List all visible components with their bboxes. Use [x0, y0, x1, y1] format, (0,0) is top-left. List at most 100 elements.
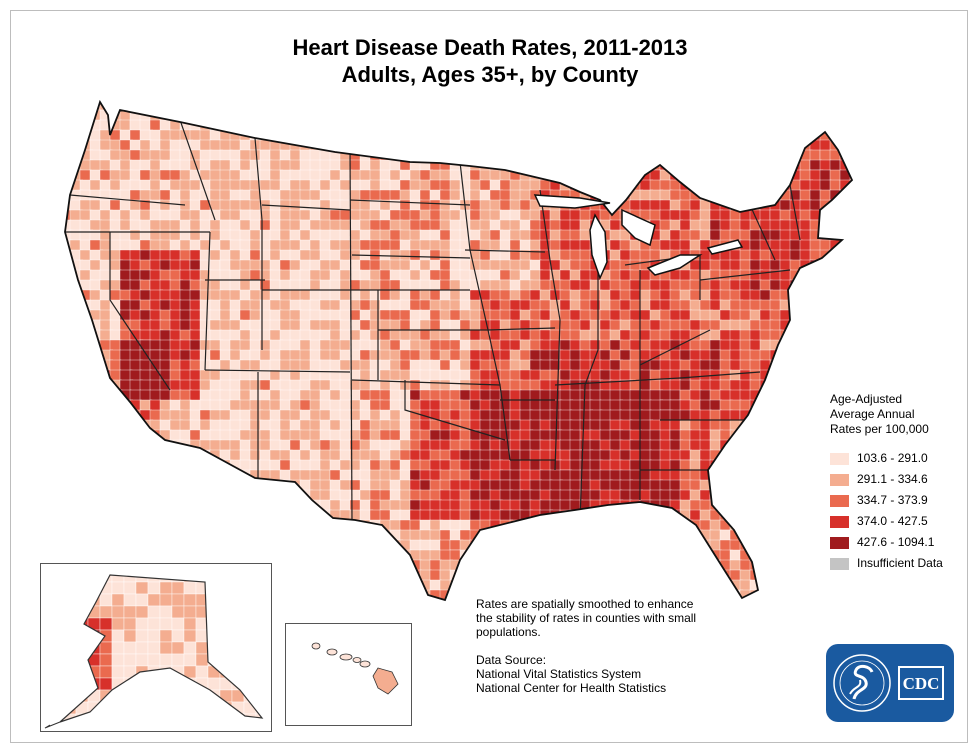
county-cell — [569, 299, 582, 312]
county-cell — [239, 479, 253, 491]
county-cell — [519, 439, 531, 452]
county-cell — [739, 149, 752, 161]
county-cell — [339, 179, 351, 191]
county-cell — [259, 499, 272, 513]
county-cell — [299, 102, 313, 111]
county-cell — [509, 579, 523, 591]
county-cell — [379, 579, 393, 591]
county-cell — [209, 509, 221, 522]
county-cell — [799, 349, 812, 361]
county-cell — [329, 359, 342, 371]
county-cell — [189, 509, 202, 521]
county-cell — [269, 459, 282, 472]
county-cell — [69, 389, 81, 402]
county-cell — [409, 179, 422, 192]
county-cell — [639, 519, 652, 533]
county-cell — [809, 299, 822, 314]
county-cell — [769, 229, 781, 241]
county-cell — [849, 219, 852, 233]
county-cell — [149, 529, 162, 543]
county-cell — [109, 399, 121, 412]
county-cell — [639, 509, 653, 521]
county-cell — [329, 559, 341, 572]
county-cell — [739, 102, 752, 113]
county-cell — [549, 139, 562, 152]
county-cell — [599, 579, 612, 591]
legend-item: 103.6 - 291.0 — [830, 448, 970, 469]
county-cell — [489, 529, 502, 541]
county-cell — [409, 349, 421, 361]
county-cell — [399, 109, 412, 123]
county-cell — [229, 519, 242, 532]
county-cell — [339, 489, 352, 501]
county-cell — [189, 459, 201, 471]
county-cell — [499, 499, 511, 511]
county-cell — [839, 229, 851, 241]
county-cell — [129, 129, 141, 142]
county-cell — [609, 102, 623, 112]
county-cell — [609, 479, 622, 491]
alaska-inset — [40, 563, 272, 732]
county-cell — [659, 509, 672, 521]
county-cell — [169, 309, 182, 322]
county-cell — [449, 199, 462, 211]
county-cell — [499, 109, 513, 121]
county-cell — [729, 449, 744, 462]
county-cell — [719, 102, 733, 112]
county-cell — [649, 102, 662, 114]
county-cell — [489, 579, 502, 591]
county-cell — [719, 499, 732, 513]
county-cell — [389, 369, 401, 382]
county-cell — [189, 479, 203, 493]
county-cell — [839, 189, 852, 201]
county-cell — [79, 479, 93, 491]
map-frame — [10, 10, 968, 743]
county-cell — [249, 319, 262, 331]
county-cell — [849, 319, 852, 333]
county-cell — [239, 389, 251, 402]
county-cell — [619, 329, 631, 341]
county-cell — [89, 379, 103, 392]
county-cell — [709, 149, 722, 163]
county-cell — [65, 359, 71, 371]
county-cell — [729, 279, 741, 292]
county-cell — [799, 509, 812, 523]
county-cell — [689, 299, 702, 312]
county-cell — [729, 439, 742, 452]
county-cell — [479, 129, 494, 143]
county-cell — [739, 599, 753, 600]
county-cell — [559, 109, 572, 122]
county-cell — [749, 129, 762, 141]
county-cell — [659, 519, 672, 531]
county-cell — [659, 329, 672, 341]
county-cell — [759, 339, 771, 351]
county-cell — [549, 159, 562, 173]
county-cell — [669, 409, 681, 421]
county-cell — [579, 549, 592, 562]
county-cell — [339, 519, 352, 534]
county-cell — [789, 339, 803, 354]
county-cell — [269, 239, 282, 251]
county-cell — [719, 489, 732, 501]
county-cell — [439, 219, 452, 232]
county-cell — [439, 139, 452, 154]
county-cell — [829, 299, 841, 313]
county-cell — [119, 519, 132, 531]
county-cell — [79, 239, 91, 252]
county-cell — [829, 159, 841, 172]
county-cell — [669, 549, 682, 563]
county-cell — [199, 549, 212, 564]
county-cell — [89, 459, 103, 471]
county-cell — [109, 269, 122, 281]
county-cell — [489, 129, 501, 143]
county-cell — [229, 549, 241, 562]
county-cell — [369, 409, 381, 421]
county-cell — [469, 549, 482, 564]
county-cell — [749, 599, 762, 600]
county-cell — [639, 149, 653, 163]
county-cell — [239, 489, 253, 503]
county-cell — [739, 499, 752, 511]
county-cell — [79, 329, 92, 342]
county-cell — [409, 499, 422, 512]
county-cell — [129, 539, 141, 553]
